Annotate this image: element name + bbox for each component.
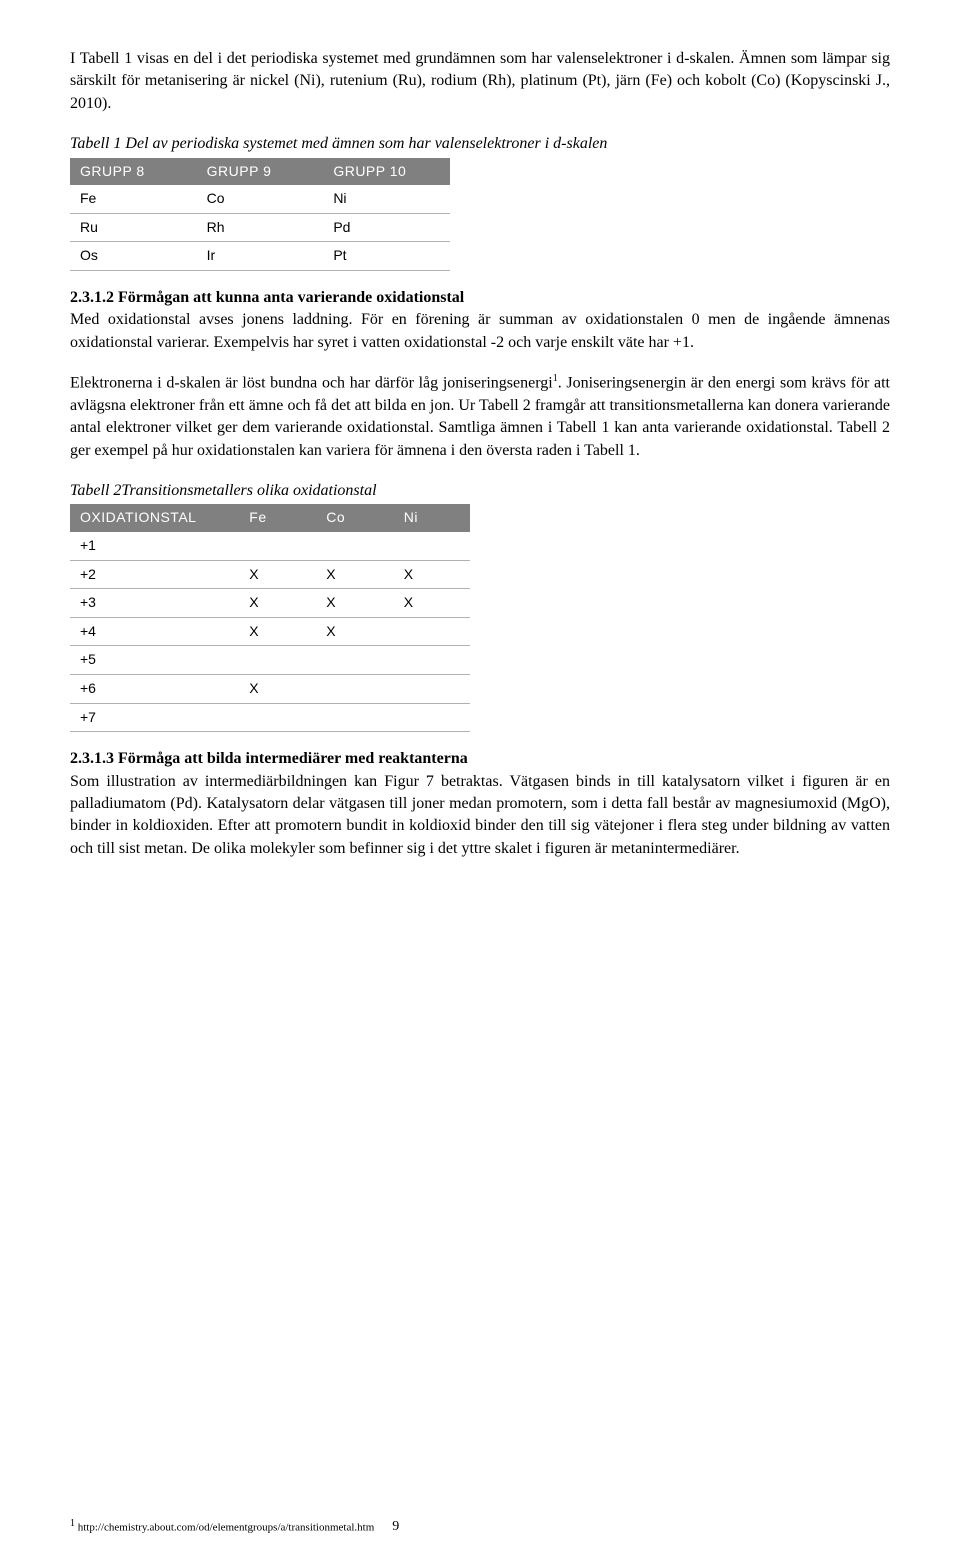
paragraph-intro: I Tabell 1 visas en del i det periodiska…	[70, 48, 890, 115]
table-row: +3 X X X	[70, 589, 470, 618]
para3-part-a: Elektronerna i d-skalen är löst bundna o…	[70, 374, 553, 391]
footnote-text: 1 http://chemistry.about.com/od/elementg…	[70, 1517, 374, 1536]
table-row: +7	[70, 703, 470, 732]
table-row: +4 X X	[70, 617, 470, 646]
table2-caption: Tabell 2Transitionsmetallers olika oxida…	[70, 480, 890, 502]
table-cell: X	[316, 560, 393, 589]
table-cell: Co	[197, 185, 324, 213]
table-cell: Ni	[323, 185, 450, 213]
table-row: +1	[70, 532, 470, 560]
section-heading-2313: 2.3.1.3 Förmåga att bilda intermediärer …	[70, 748, 890, 770]
table-row: Fe Co Ni	[70, 185, 450, 213]
table-row: +5	[70, 646, 470, 675]
table-cell	[316, 532, 393, 560]
page-number: 9	[392, 1517, 399, 1537]
table-1: GRUPP 8 GRUPP 9 GRUPP 10 Fe Co Ni Ru Rh …	[70, 158, 450, 271]
table-row: Ru Rh Pd	[70, 213, 450, 242]
paragraph-intermediar: Som illustration av intermediärbildninge…	[70, 771, 890, 861]
table-cell: Rh	[197, 213, 324, 242]
table-cell: X	[239, 617, 316, 646]
table-cell	[394, 532, 470, 560]
page: I Tabell 1 visas en del i det periodiska…	[0, 0, 960, 1567]
table1-header-2: GRUPP 9	[197, 158, 324, 186]
table-cell	[239, 646, 316, 675]
paragraph-oxidationstal: Med oxidationstal avses jonens laddning.…	[70, 309, 890, 354]
table-cell: X	[316, 617, 393, 646]
table1-header-1: GRUPP 8	[70, 158, 197, 186]
table-2: OXIDATIONSTAL Fe Co Ni +1 +2 X X X +3 X	[70, 504, 470, 732]
table-cell: Pt	[323, 242, 450, 271]
table-cell	[239, 703, 316, 732]
table-cell: +4	[70, 617, 239, 646]
table1-caption: Tabell 1 Del av periodiska systemet med …	[70, 133, 890, 155]
table-cell: X	[239, 589, 316, 618]
table-cell	[394, 646, 470, 675]
table-cell: Ir	[197, 242, 324, 271]
table-cell	[316, 703, 393, 732]
table2-header-3: Co	[316, 504, 393, 532]
table2-header-4: Ni	[394, 504, 470, 532]
table-cell	[239, 532, 316, 560]
table-row: +6 X	[70, 674, 470, 703]
table-cell: X	[239, 674, 316, 703]
footer: 1 http://chemistry.about.com/od/elementg…	[70, 1517, 890, 1537]
table-cell: X	[239, 560, 316, 589]
table-cell	[394, 703, 470, 732]
table-cell: X	[316, 589, 393, 618]
table-cell: Os	[70, 242, 197, 271]
table-cell: Pd	[323, 213, 450, 242]
table-cell: +1	[70, 532, 239, 560]
table-cell: Ru	[70, 213, 197, 242]
table-cell	[394, 674, 470, 703]
table-row: +2 X X X	[70, 560, 470, 589]
paragraph-jonisering: Elektronerna i d-skalen är löst bundna o…	[70, 372, 890, 462]
table-cell: +3	[70, 589, 239, 618]
section-heading-2312: 2.3.1.2 Förmågan att kunna anta varieran…	[70, 287, 890, 309]
table-cell: X	[394, 560, 470, 589]
table-cell: +2	[70, 560, 239, 589]
table-cell	[316, 646, 393, 675]
table-cell: +7	[70, 703, 239, 732]
table-cell	[316, 674, 393, 703]
table-cell	[394, 617, 470, 646]
table-row: Os Ir Pt	[70, 242, 450, 271]
footnote-url: http://chemistry.about.com/od/elementgro…	[75, 1521, 374, 1533]
table1-header-3: GRUPP 10	[323, 158, 450, 186]
table2-header-2: Fe	[239, 504, 316, 532]
table-cell: X	[394, 589, 470, 618]
table2-header-1: OXIDATIONSTAL	[70, 504, 239, 532]
table-cell: +5	[70, 646, 239, 675]
table-cell: +6	[70, 674, 239, 703]
table-cell: Fe	[70, 185, 197, 213]
